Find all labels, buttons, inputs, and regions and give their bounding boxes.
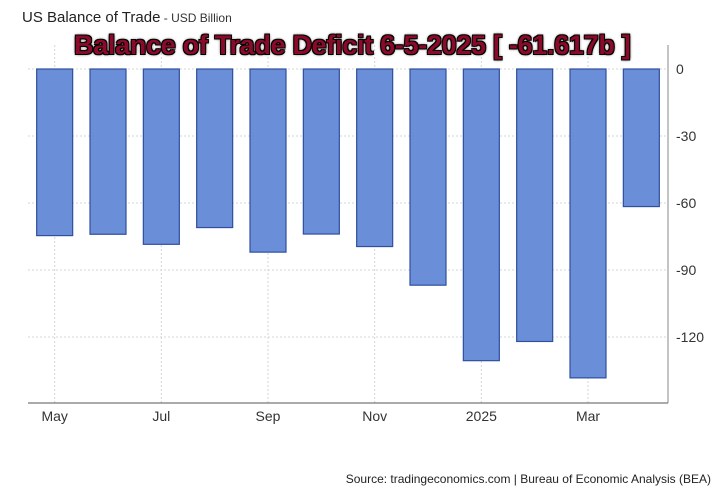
y-tick-label: -120 bbox=[676, 329, 704, 345]
x-tick-label: 2025 bbox=[466, 408, 497, 424]
x-tick-label: May bbox=[41, 408, 67, 424]
chart-header: US Balance of Trade - USD Billion bbox=[22, 9, 232, 26]
chart-unit: - USD Billion bbox=[160, 11, 232, 25]
axes bbox=[28, 45, 669, 404]
x-tick-label: Jul bbox=[152, 408, 170, 424]
bar-apr bbox=[622, 68, 660, 208]
bar-jul bbox=[142, 68, 180, 245]
bar-jun bbox=[89, 68, 127, 235]
chart-title: US Balance of Trade bbox=[22, 9, 161, 26]
y-tick-label: -90 bbox=[676, 262, 696, 278]
overlay-title: Balance of Trade Deficit 6-5-2025 [ -61.… bbox=[74, 30, 631, 60]
y-tick-label: -30 bbox=[676, 128, 696, 144]
bar-dec bbox=[409, 68, 447, 286]
y-tick-label: 0 bbox=[676, 61, 684, 77]
bar-may bbox=[36, 68, 74, 237]
x-tick-label: Mar bbox=[576, 408, 600, 424]
source-note: Source: tradingeconomics.com | Bureau of… bbox=[345, 472, 711, 486]
tick-labels: 0 -30 -60 -90 -120 May Jul Sep Nov 2025 Mar bbox=[41, 61, 704, 424]
x-tick-label: Nov bbox=[362, 408, 387, 424]
x-tick-label: Sep bbox=[256, 408, 281, 424]
bar-2025 bbox=[462, 68, 500, 362]
bar-sep bbox=[249, 68, 287, 253]
grid-lines bbox=[28, 45, 668, 403]
y-tick-label: -60 bbox=[676, 195, 696, 211]
bars bbox=[36, 68, 660, 379]
bar-feb bbox=[516, 68, 554, 343]
bar-oct bbox=[302, 68, 340, 235]
bar-aug bbox=[196, 68, 234, 229]
bar-mar bbox=[569, 68, 607, 379]
bar-nov bbox=[356, 68, 394, 248]
